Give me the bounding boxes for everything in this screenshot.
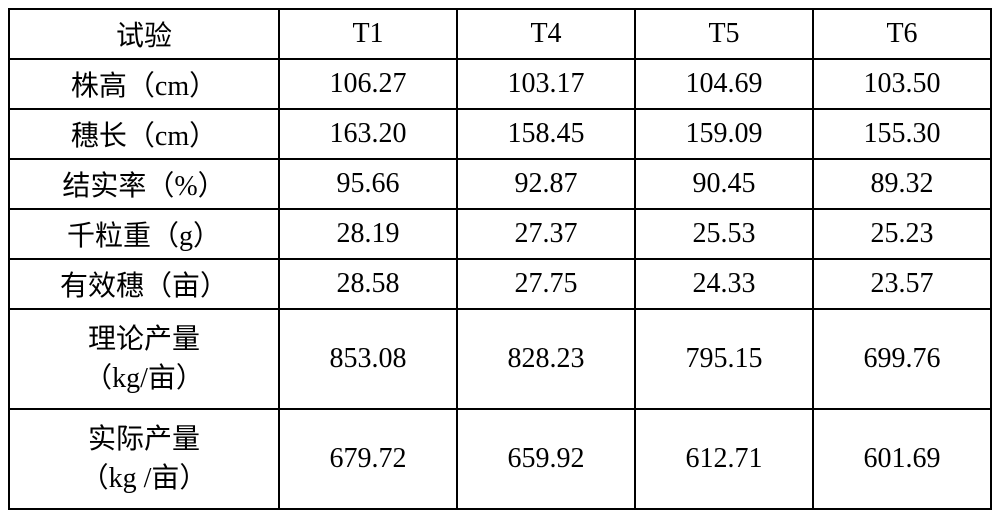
cell-value: 155.30 [813, 109, 991, 159]
cell-value: 25.53 [635, 209, 813, 259]
cell-value: 92.87 [457, 159, 635, 209]
table-row: 结实率（%） 95.66 92.87 90.45 89.32 [9, 159, 991, 209]
header-t4: T4 [457, 9, 635, 59]
table-row: 有效穗（亩） 28.58 27.75 24.33 23.57 [9, 259, 991, 309]
cell-value: 28.19 [279, 209, 457, 259]
table-header-row: 试验 T1 T4 T5 T6 [9, 9, 991, 59]
cell-value: 89.32 [813, 159, 991, 209]
cell-value: 828.23 [457, 309, 635, 409]
row-label: 株高（cm） [9, 59, 279, 109]
row-label: 有效穗（亩） [9, 259, 279, 309]
table-row: 实际产量（kg /亩） 679.72 659.92 612.71 601.69 [9, 409, 991, 509]
cell-value: 699.76 [813, 309, 991, 409]
cell-value: 104.69 [635, 59, 813, 109]
cell-value: 601.69 [813, 409, 991, 509]
cell-value: 23.57 [813, 259, 991, 309]
row-label: 千粒重（g） [9, 209, 279, 259]
cell-value: 158.45 [457, 109, 635, 159]
table-row: 株高（cm） 106.27 103.17 104.69 103.50 [9, 59, 991, 109]
row-label: 理论产量（kg/亩） [9, 309, 279, 409]
cell-value: 106.27 [279, 59, 457, 109]
row-label: 结实率（%） [9, 159, 279, 209]
cell-value: 679.72 [279, 409, 457, 509]
cell-value: 95.66 [279, 159, 457, 209]
cell-value: 28.58 [279, 259, 457, 309]
table-row: 理论产量（kg/亩） 853.08 828.23 795.15 699.76 [9, 309, 991, 409]
header-t5: T5 [635, 9, 813, 59]
cell-value: 853.08 [279, 309, 457, 409]
cell-value: 795.15 [635, 309, 813, 409]
table-row: 千粒重（g） 28.19 27.37 25.53 25.23 [9, 209, 991, 259]
cell-value: 24.33 [635, 259, 813, 309]
row-label: 穗长（cm） [9, 109, 279, 159]
experiment-data-table: 试验 T1 T4 T5 T6 株高（cm） 106.27 103.17 104.… [8, 8, 992, 510]
cell-value: 25.23 [813, 209, 991, 259]
header-t6: T6 [813, 9, 991, 59]
cell-value: 659.92 [457, 409, 635, 509]
cell-value: 90.45 [635, 159, 813, 209]
cell-value: 159.09 [635, 109, 813, 159]
cell-value: 103.17 [457, 59, 635, 109]
row-label: 实际产量（kg /亩） [9, 409, 279, 509]
header-t1: T1 [279, 9, 457, 59]
header-label: 试验 [9, 9, 279, 59]
cell-value: 612.71 [635, 409, 813, 509]
cell-value: 27.75 [457, 259, 635, 309]
cell-value: 103.50 [813, 59, 991, 109]
cell-value: 163.20 [279, 109, 457, 159]
table-row: 穗长（cm） 163.20 158.45 159.09 155.30 [9, 109, 991, 159]
cell-value: 27.37 [457, 209, 635, 259]
